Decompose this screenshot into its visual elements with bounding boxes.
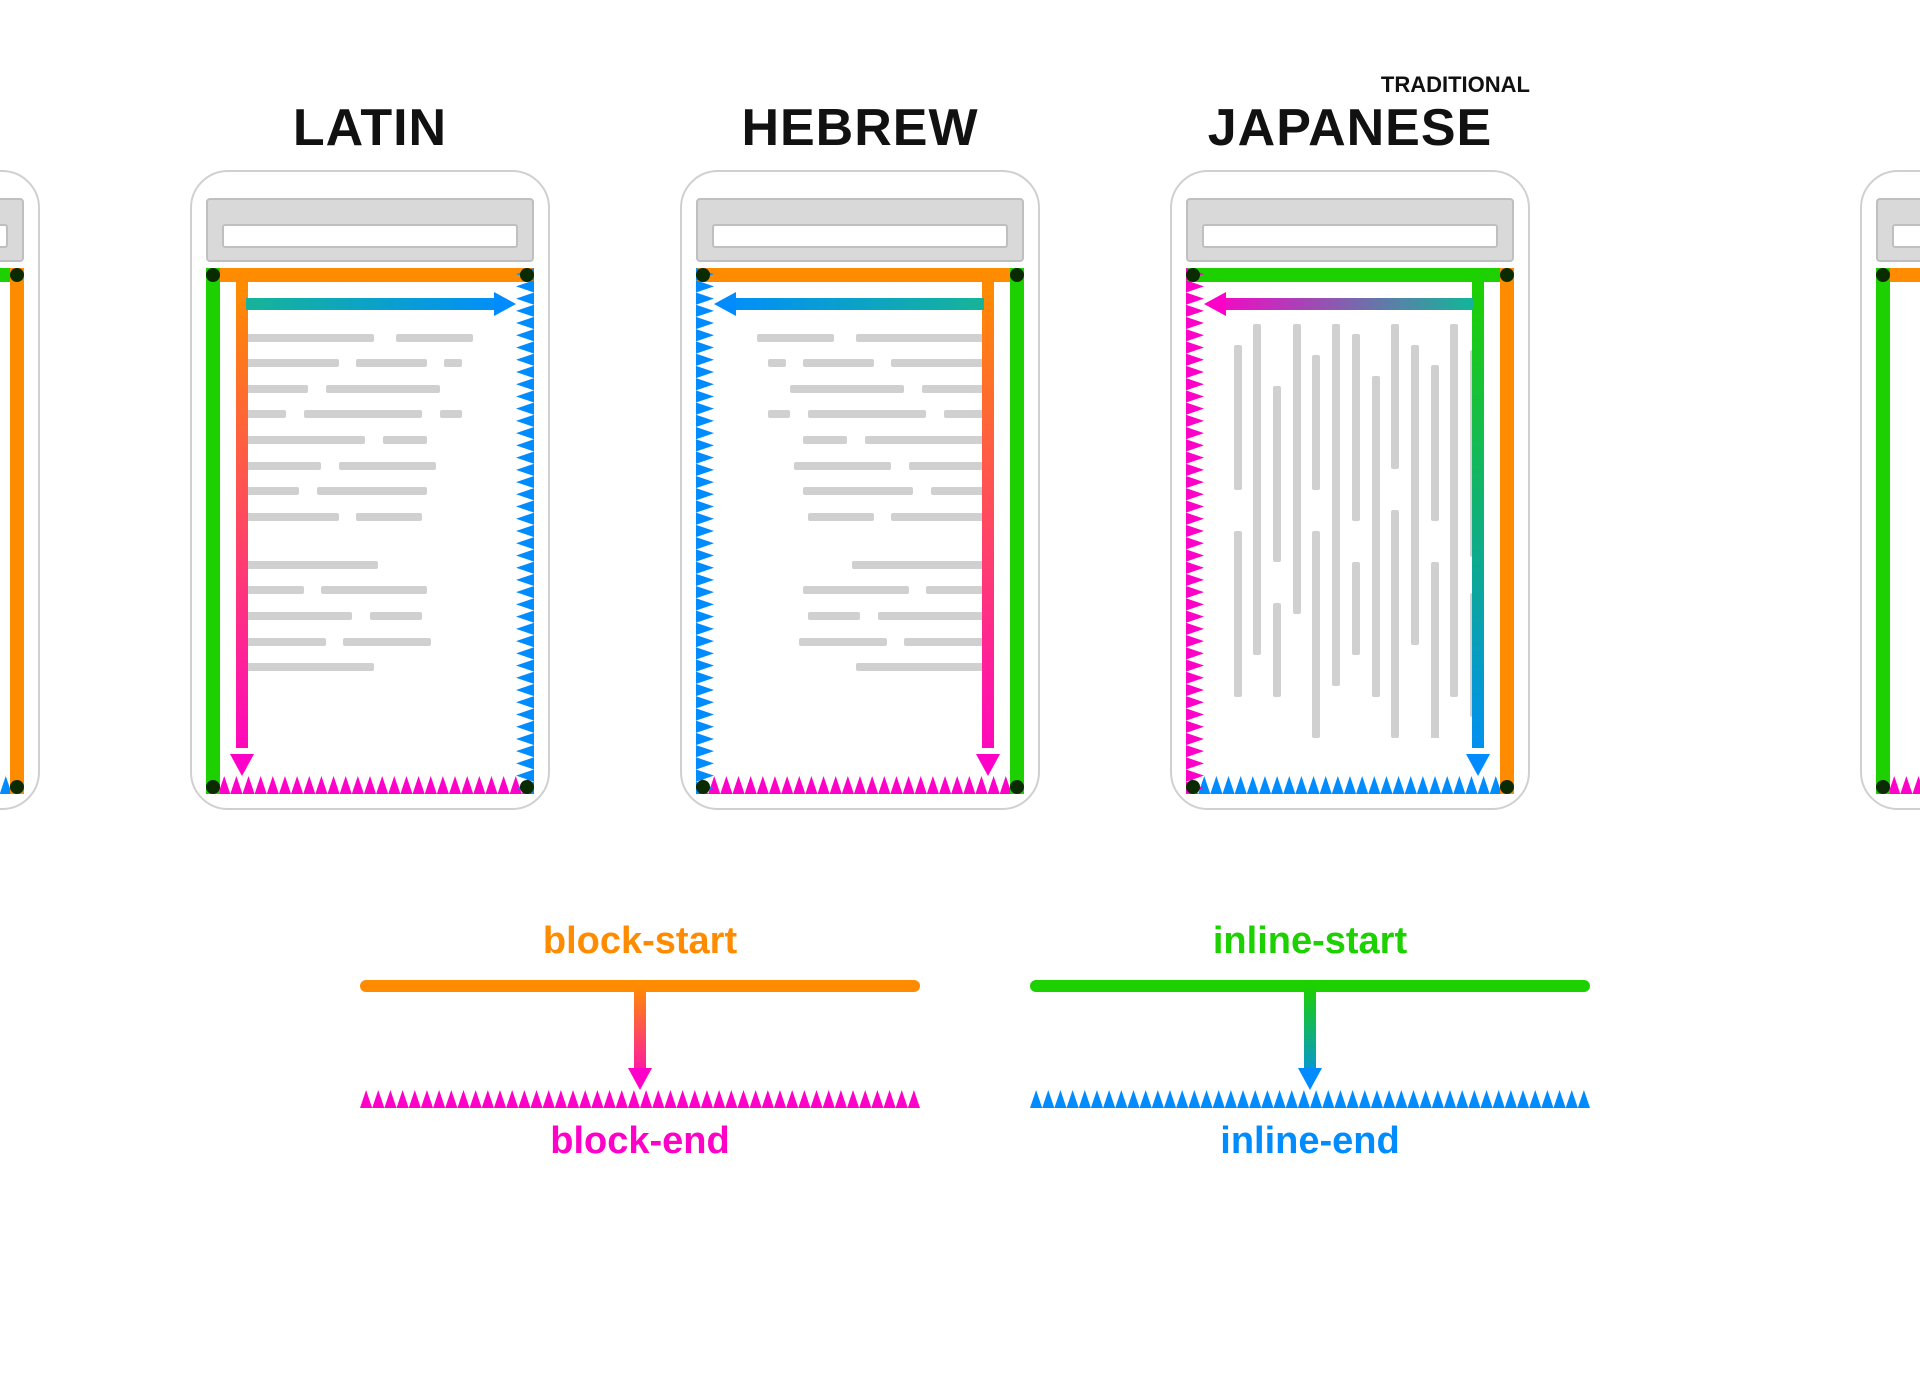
corner-dot [520, 268, 534, 282]
legend: block-start block-end inline-start inline… [0, 920, 1920, 1300]
corner-dot [1500, 268, 1514, 282]
edge-bottom [206, 776, 534, 794]
legend-end-label: block-end [360, 1120, 920, 1163]
edge-left [696, 268, 714, 794]
legend-end-label: inline-end [1030, 1120, 1590, 1163]
corner-dot [1186, 268, 1200, 282]
legend-start-label: block-start [360, 920, 920, 963]
phone-title: HEBREW [680, 98, 1040, 158]
phone-hebrew [680, 170, 1040, 810]
corner-dot [1876, 780, 1890, 794]
edge-right [1010, 268, 1024, 794]
corner-dot [10, 268, 24, 282]
legend-start-bar [1030, 980, 1590, 992]
corner-dot [1010, 780, 1024, 794]
phone-subtitle: TRADITIONAL [1170, 72, 1530, 98]
edge-top [696, 268, 1024, 282]
text-lines [732, 324, 988, 738]
legend-end-bar [360, 1090, 920, 1108]
edge-bottom [696, 776, 1024, 794]
legend-start-bar [360, 980, 920, 992]
corner-dot [1500, 780, 1514, 794]
edge-right [516, 268, 534, 794]
edge-right [1500, 268, 1514, 794]
legend-end-bar [1030, 1090, 1590, 1108]
phone-edge-right [1860, 170, 1920, 810]
phone-latin [190, 170, 550, 810]
phone-title: LATIN [190, 98, 550, 158]
corner-dot [10, 780, 24, 794]
corner-dot [696, 780, 710, 794]
edge-right [10, 268, 24, 794]
text-lines [242, 324, 498, 738]
edge-left [206, 268, 220, 794]
corner-dot [1876, 268, 1890, 282]
phone-edge-left [0, 170, 40, 810]
corner-dot [206, 268, 220, 282]
edge-bottom [1186, 776, 1514, 794]
corner-dot [1186, 780, 1200, 794]
edge-top [206, 268, 534, 282]
phone-title: JAPANESE [1170, 98, 1530, 158]
corner-dot [520, 780, 534, 794]
phone-japanese [1170, 170, 1530, 810]
text-lines [1222, 324, 1478, 738]
edge-left [1186, 268, 1204, 794]
corner-dot [206, 780, 220, 794]
corner-dot [696, 268, 710, 282]
edge-left [1876, 268, 1890, 794]
edge-top [1186, 268, 1514, 282]
legend-inline: inline-start inline-end [1030, 920, 1590, 1220]
legend-start-label: inline-start [1030, 920, 1590, 963]
legend-block: block-start block-end [360, 920, 920, 1220]
corner-dot [1010, 268, 1024, 282]
